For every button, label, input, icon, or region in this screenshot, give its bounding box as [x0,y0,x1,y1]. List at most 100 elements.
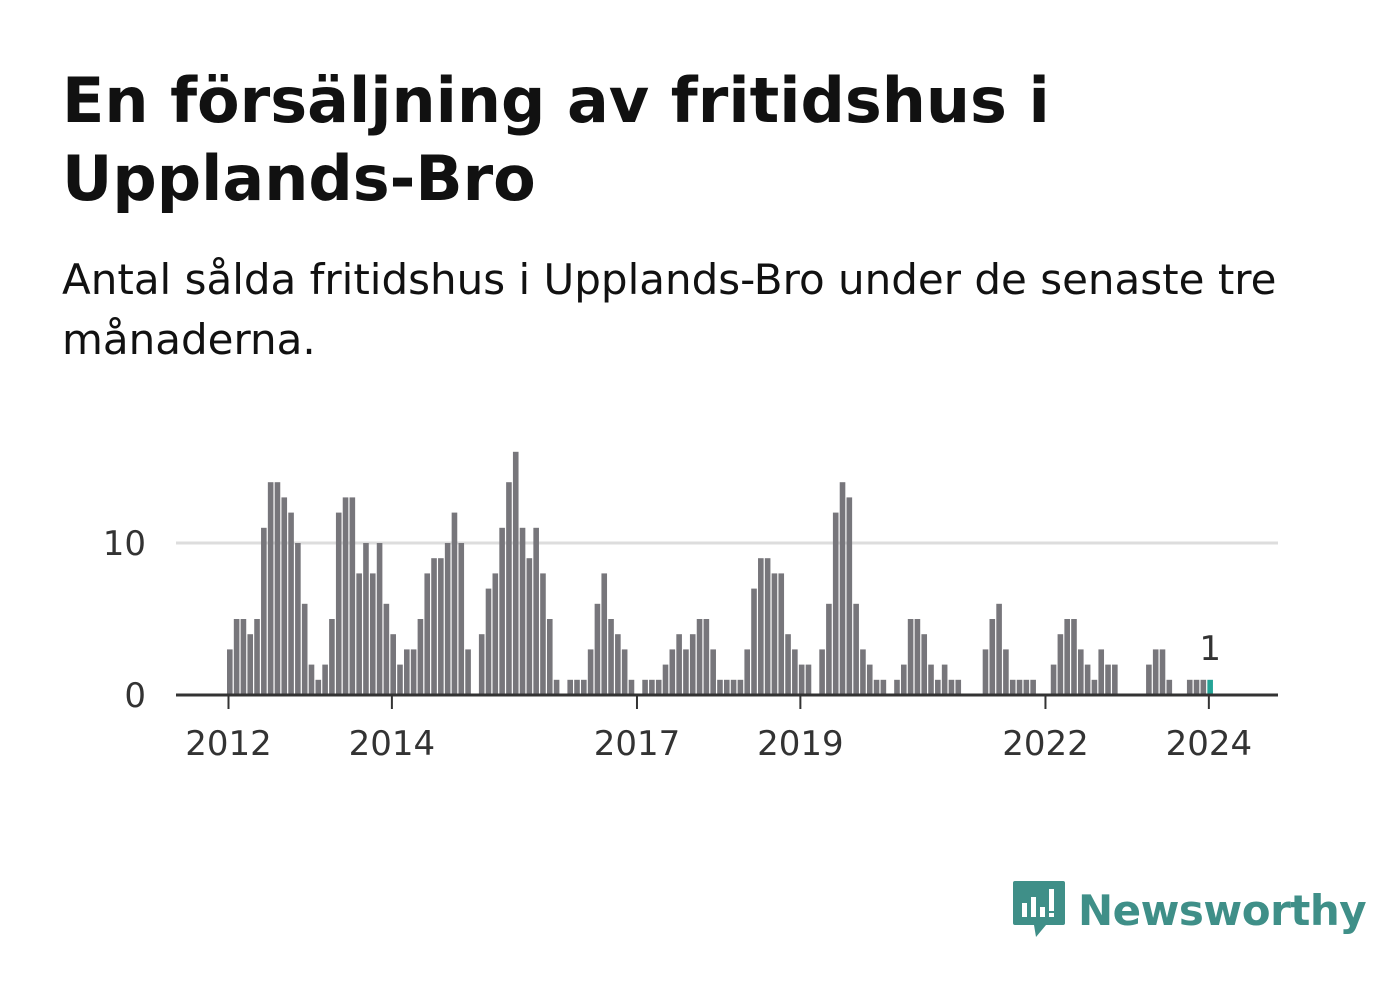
bar [866,664,873,695]
bar [880,679,887,695]
newsworthy-logo-icon [1013,881,1065,937]
bar [444,543,451,695]
bar [1057,634,1064,695]
bar [873,679,880,695]
bar [254,619,260,695]
bar [846,497,853,695]
bar [540,573,546,695]
bar [1152,649,1159,695]
bar [247,634,254,695]
bar [764,558,771,695]
bar [662,664,669,695]
bar [369,573,376,695]
bar [717,679,723,695]
bar [853,603,859,695]
bar [1030,679,1036,695]
highlight-value-label: 1 [1199,629,1221,669]
bar [1071,619,1077,695]
bar [512,451,519,695]
bar [785,634,791,695]
bar [574,679,580,695]
bar [376,543,383,695]
bar-highlight [1207,679,1213,695]
bar [737,679,744,695]
bar [948,679,955,695]
bar [526,558,533,695]
bar [397,664,403,695]
bar [281,497,288,695]
bar [451,512,458,695]
bar [900,664,907,695]
bar [431,558,437,695]
bar [1050,664,1057,695]
bar [982,649,989,695]
bar [417,619,424,695]
bar [533,527,539,695]
bar [335,512,342,695]
bar [581,679,587,695]
bar [860,649,866,695]
bar [458,543,465,695]
bar [771,573,778,695]
bar [703,619,710,695]
bar [240,619,247,695]
axes [176,693,1278,709]
bar [424,573,431,695]
bar [363,543,369,695]
bar [758,558,764,695]
bar [1105,664,1111,695]
bar [819,649,825,695]
x-tick-label: 2014 [349,724,436,764]
bar [744,649,751,695]
bar [315,679,322,695]
bar [261,527,267,695]
bar [1159,649,1166,695]
bar [642,679,648,695]
bar [628,679,635,695]
bar [342,497,349,695]
bar [567,679,573,695]
bar [935,679,941,695]
bar [1009,679,1016,695]
bar [778,573,785,695]
bar [329,619,335,695]
bar [1078,649,1084,695]
bar [826,603,832,695]
bar [546,619,553,695]
bar [383,603,390,695]
newsworthy-logo: Newsworthy [1012,878,1367,942]
bar [1186,679,1193,695]
tick-labels: 0 10 1 2012 2014 2017 2019 2022 2024 [103,524,1252,764]
bar [989,619,996,695]
bar [1200,679,1207,695]
bar [227,649,233,695]
x-tick-label: 2017 [594,724,681,764]
bar [805,664,812,695]
bar [1112,664,1118,695]
bar [553,679,560,695]
newsworthy-logo-text: Newsworthy [1078,885,1367,935]
bar [914,619,921,695]
bar [894,679,900,695]
bar [1016,679,1023,695]
bar [594,603,601,695]
bar [621,649,628,695]
bar [1146,664,1152,695]
bar [601,573,608,695]
bar [608,619,614,695]
bar [839,482,846,695]
bar [1064,619,1070,695]
bar [267,482,274,695]
bar [832,512,839,695]
bars [227,451,1213,695]
bar [669,649,676,695]
x-tick-label: 2024 [1166,724,1253,764]
bar [696,619,703,695]
bar-chart: 0 10 1 2012 2014 2017 2019 2022 2024 [103,451,1278,764]
bar [322,664,328,695]
bar [485,588,492,695]
bar [615,634,621,695]
bar [499,527,505,695]
bar [996,603,1002,695]
bar [404,649,410,695]
